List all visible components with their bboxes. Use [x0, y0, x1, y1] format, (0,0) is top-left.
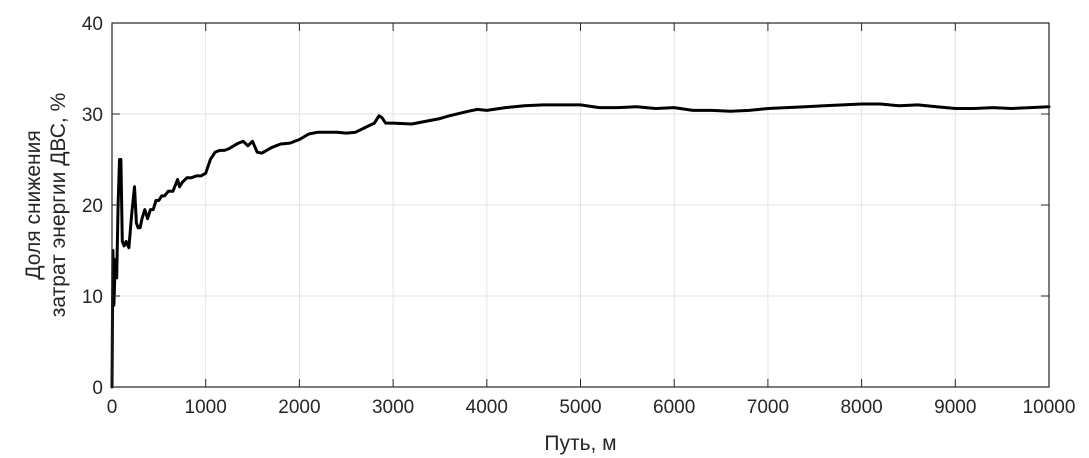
x-tick-label: 1000: [185, 397, 227, 418]
x-tick-label: 8000: [840, 397, 882, 418]
series-line: [110, 102, 1051, 389]
x-tick-label: 5000: [559, 397, 601, 418]
x-axis-label: Путь, м: [544, 432, 616, 455]
x-tick-label: 0: [107, 397, 118, 418]
y-tick-label: 10: [82, 287, 103, 308]
y-axis-label-line-1: Доля снижения: [22, 130, 45, 279]
x-tick-label: 3000: [372, 397, 414, 418]
x-tick-label: 10000: [1023, 397, 1076, 418]
x-tick-label: 4000: [466, 397, 508, 418]
y-tick-label: 0: [92, 378, 103, 399]
x-tick-labels: 0 1000 2000 3000 4000 5000 6000 7000 8000 9000 100…: [107, 397, 1076, 418]
y-tick-label: 40: [82, 14, 103, 35]
y-tick-label: 30: [82, 105, 103, 126]
y-axis-label-line-2: затрат энергии ДВС, %: [47, 93, 70, 317]
x-tick-label: 9000: [934, 397, 976, 418]
y-tick-label: 20: [82, 196, 103, 217]
x-tick-label: 7000: [747, 397, 789, 418]
x-tick-label: 2000: [278, 397, 320, 418]
x-tick-label: 6000: [653, 397, 695, 418]
axis-ticks: [111, 22, 1050, 388]
y-axis-label: Доля снижения затрат энергии ДВС, %: [22, 93, 70, 317]
y-tick-labels: 0 10 20 30 40: [82, 14, 103, 399]
